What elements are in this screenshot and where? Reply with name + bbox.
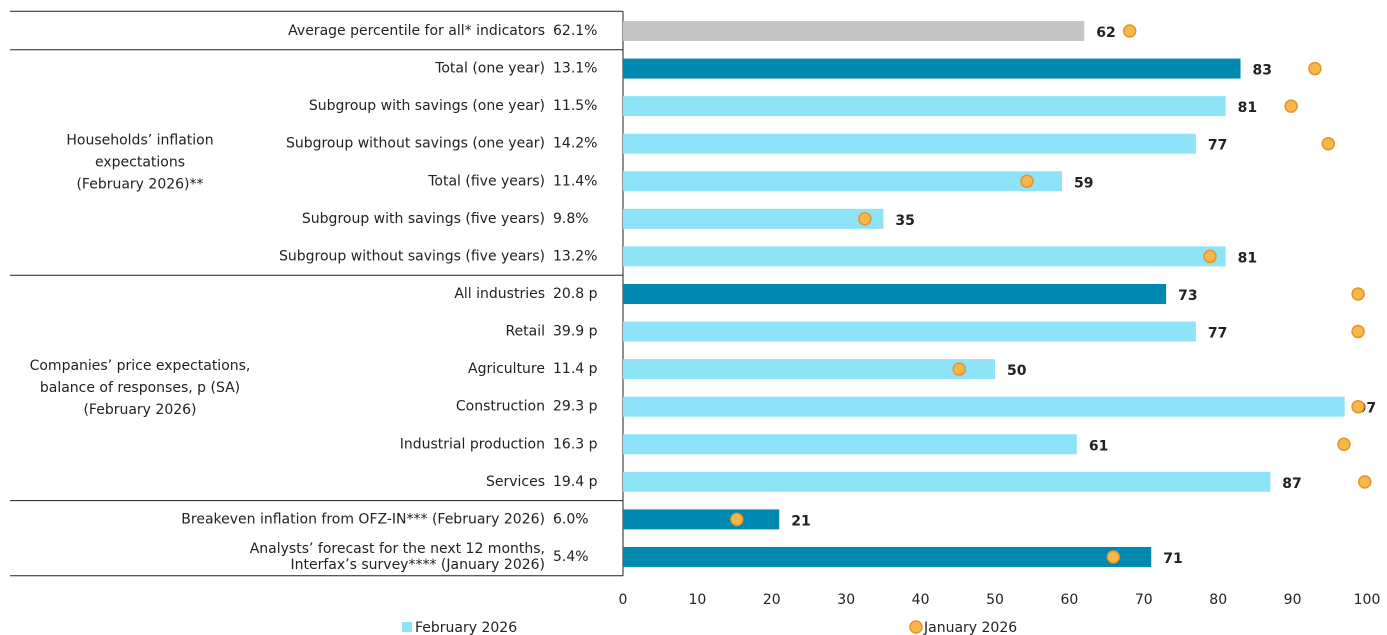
row-label: Agriculture: [468, 361, 545, 377]
group-label: expectations: [95, 154, 185, 170]
bar: [623, 133, 1196, 154]
indicator-value: 14.2%: [553, 136, 597, 152]
value-label: 73: [1178, 288, 1197, 304]
row-label: Subgroup with savings (five years): [302, 211, 545, 227]
value-label: 77: [1208, 326, 1227, 342]
marker: [1351, 324, 1365, 339]
x-tick-label: 50: [986, 592, 1004, 608]
value-label: 81: [1238, 100, 1257, 116]
bar: [623, 546, 1152, 567]
group-label: (February 2026): [83, 402, 196, 418]
x-tick-label: 30: [837, 592, 855, 608]
x-tick-label: 80: [1209, 592, 1227, 608]
marker: [1351, 399, 1365, 414]
bar: [623, 21, 1085, 41]
bar: [623, 208, 884, 229]
marker: [1321, 136, 1336, 151]
x-tick-label: 20: [763, 592, 781, 608]
x-tick-label: 0: [619, 592, 628, 608]
value-label: 87: [1282, 476, 1301, 492]
value-label: 21: [791, 513, 810, 529]
x-tick-label: 60: [1060, 592, 1078, 608]
value-label: 62: [1096, 25, 1115, 41]
bar: [623, 283, 1167, 304]
marker: [1337, 437, 1351, 452]
row-label: Analysts’ forecast for the next 12 month…: [250, 541, 545, 557]
value-label: 35: [895, 213, 914, 229]
bar: [623, 246, 1226, 267]
group-label: Companies’ price expectations,: [30, 358, 251, 374]
marker: [858, 212, 872, 226]
legend-label: February 2026: [415, 620, 517, 635]
indicator-value: 11.5%: [553, 98, 597, 114]
row-label: Average percentile for all* indicators: [288, 23, 545, 39]
marker: [952, 362, 967, 376]
value-label: 81: [1238, 250, 1257, 266]
value-label: 83: [1253, 63, 1272, 79]
marker: [1203, 249, 1217, 264]
marker: [1351, 287, 1365, 301]
bar: [623, 471, 1271, 492]
indicator-value: 16.3 p: [553, 436, 598, 452]
value-label: 77: [1208, 138, 1227, 154]
row-label: Retail: [505, 324, 545, 340]
marker: [1122, 24, 1137, 38]
indicator-value: 11.4%: [553, 173, 597, 189]
row-label: Subgroup without savings (one year): [286, 136, 545, 152]
legend-label: January 2026: [923, 620, 1017, 635]
marker: [1358, 475, 1372, 489]
marker: [1308, 61, 1322, 76]
row-label: All industries: [454, 286, 545, 302]
row-label: Total (five years): [427, 173, 545, 189]
bar: [623, 509, 780, 530]
indicator-value: 5.4%: [553, 549, 589, 565]
indicator-value: 6.0%: [553, 511, 589, 527]
marker: [1284, 99, 1298, 113]
row-label: Subgroup without savings (five years): [279, 248, 545, 264]
marker: [730, 512, 744, 527]
group-label: (February 2026)**: [76, 176, 203, 192]
indicator-value: 19.4 p: [553, 474, 598, 490]
row-label: Total (one year): [434, 61, 545, 77]
marker: [1106, 550, 1121, 564]
row-label: Interfax’s survey**** (January 2026): [291, 557, 545, 573]
bar: [623, 58, 1241, 79]
value-label: 50: [1007, 363, 1027, 379]
row-label: Industrial production: [400, 436, 545, 452]
legend-swatch: [402, 622, 412, 632]
indicator-value: 39.9 p: [553, 324, 598, 340]
indicator-value: 9.8%: [553, 211, 589, 227]
bar: [623, 434, 1077, 455]
indicator-value: 13.2%: [553, 248, 597, 264]
legend-marker: [909, 620, 923, 634]
value-label: 71: [1163, 551, 1182, 567]
group-label: balance of responses, p (SA): [40, 380, 240, 396]
x-tick-label: 70: [1135, 592, 1153, 608]
bar: [623, 359, 995, 380]
value-label: 61: [1089, 438, 1108, 454]
indicator-value: 62.1%: [553, 23, 597, 39]
bar: [623, 171, 1062, 192]
row-label: Breakeven inflation from OFZ-IN*** (Febr…: [181, 511, 545, 527]
bar: [623, 396, 1345, 417]
x-tick-label: 90: [1284, 592, 1302, 608]
group-label: Households’ inflation: [66, 132, 213, 148]
bar: [623, 96, 1226, 117]
x-tick-label: 40: [912, 592, 930, 608]
indicator-value: 20.8 p: [553, 286, 598, 302]
row-label: Subgroup with savings (one year): [309, 98, 545, 114]
indicator-value: 11.4 p: [553, 361, 598, 377]
marker: [1020, 174, 1034, 189]
row-label: Construction: [456, 399, 545, 415]
row-label: Services: [486, 474, 545, 490]
bar: [623, 321, 1196, 342]
x-tick-label: 10: [688, 592, 706, 608]
value-label: 59: [1074, 175, 1093, 191]
indicator-value: 29.3 p: [553, 399, 598, 415]
x-tick-label: 100: [1354, 592, 1381, 608]
indicator-value: 13.1%: [553, 61, 597, 77]
